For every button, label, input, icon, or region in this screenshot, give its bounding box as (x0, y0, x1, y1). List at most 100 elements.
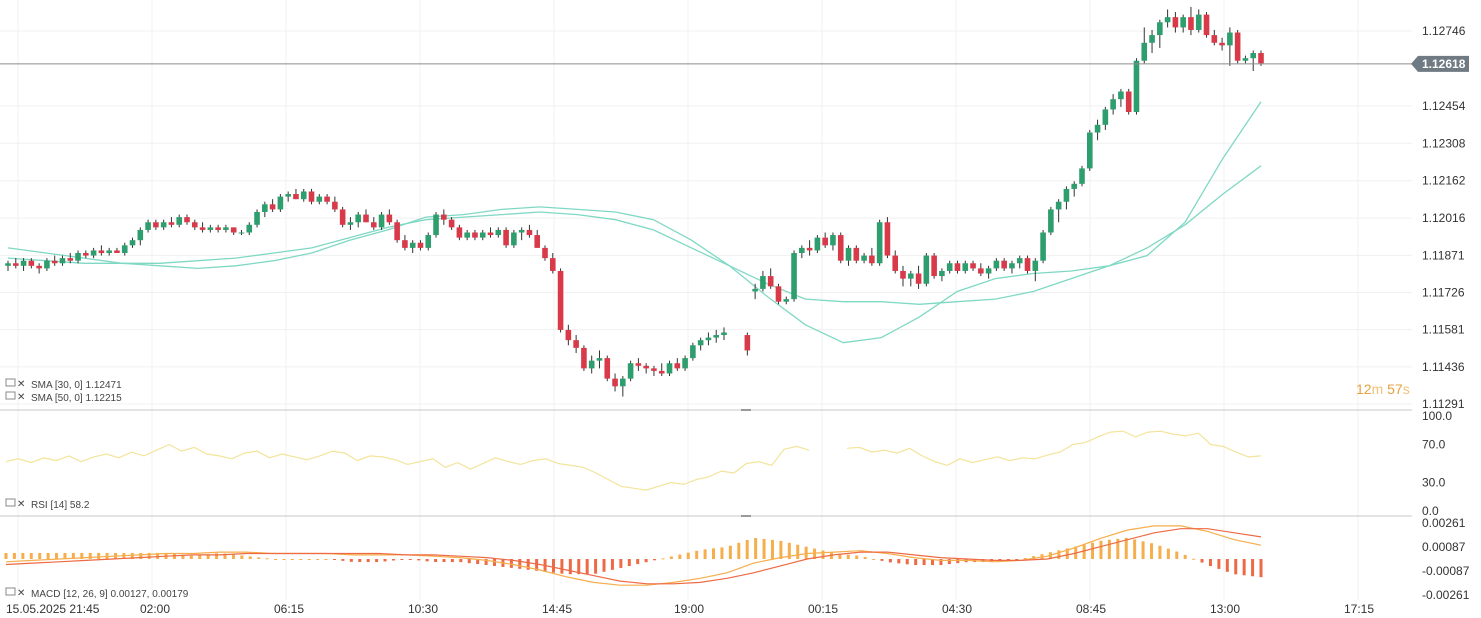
settings-icon[interactable] (5, 378, 16, 387)
macd-histogram-bar (695, 550, 699, 559)
candle-body (1227, 32, 1233, 46)
macd-histogram-bar (594, 559, 598, 574)
candle (1079, 165, 1085, 187)
candle (682, 355, 688, 371)
price-tick-label: 1.11581 (1422, 323, 1465, 337)
macd-histogram-bar (434, 559, 438, 563)
macd-histogram-bar (619, 559, 623, 568)
candle (565, 324, 572, 346)
candle (993, 258, 1000, 271)
candle-body (238, 232, 245, 234)
candle (199, 222, 206, 233)
panel-resize-handle[interactable] (741, 409, 751, 411)
candle (215, 224, 221, 233)
panel-resize-handle[interactable] (741, 515, 751, 517)
macd-histogram-bar (779, 540, 783, 559)
candle (783, 296, 790, 305)
macd-histogram-bar (653, 559, 657, 561)
settings-icon[interactable] (5, 587, 16, 596)
macd-histogram-bar (1057, 550, 1061, 559)
candle (1024, 255, 1031, 274)
close-icon[interactable]: ✕ (17, 499, 25, 510)
candle (363, 209, 369, 223)
candle-body (939, 270, 945, 277)
price-tick-label: 1.12162 (1422, 174, 1466, 188)
price-tick-label: 1.12308 (1422, 136, 1466, 150)
macd-histogram-bar (644, 559, 648, 563)
candle-body (487, 232, 494, 236)
candle (837, 232, 844, 264)
macd-histogram-bar (1124, 537, 1128, 559)
candle-body (277, 196, 284, 210)
time-tick-label: 14:45 (542, 602, 572, 616)
candle-body (347, 222, 354, 225)
candles (5, 6, 1264, 397)
macd-histogram-bar (1166, 548, 1170, 559)
candle-body (332, 201, 338, 210)
candle-body (191, 222, 198, 228)
candle-body (978, 268, 984, 274)
candle-body (674, 363, 681, 369)
macd-histogram-bar (678, 554, 682, 559)
macd-histogram-bar (526, 559, 530, 570)
candle-body (767, 276, 774, 287)
macd-histogram-bar (307, 559, 311, 560)
macd-line (5, 525, 1262, 586)
candle (923, 253, 930, 287)
rsi-legend[interactable]: ✕ RSI [14] 58.2 (5, 498, 90, 511)
candle-body (1211, 35, 1218, 43)
candle-body (931, 255, 937, 277)
candle-body (1016, 258, 1023, 264)
candle (978, 263, 984, 277)
close-icon[interactable]: ✕ (17, 392, 25, 403)
sma50-legend[interactable]: ✕ SMA [50, 0] 1.12215 (5, 391, 122, 404)
candle-body (588, 360, 595, 369)
macd-histogram-bar (1192, 558, 1196, 560)
close-icon[interactable]: ✕ (17, 379, 25, 390)
sma30-legend[interactable]: ✕ SMA [30, 0] 1.12471 (5, 378, 122, 391)
settings-icon[interactable] (5, 498, 16, 507)
candle-body (581, 347, 587, 369)
settings-icon[interactable] (5, 391, 16, 400)
candle-body (316, 196, 323, 202)
candle-body (44, 260, 50, 269)
candle (775, 283, 782, 305)
candle-body (1172, 17, 1179, 28)
current-price-badge: 1.12618 (1411, 55, 1469, 72)
macd-histogram-bar (88, 552, 92, 559)
candle-body (845, 247, 852, 261)
candle (191, 219, 198, 230)
time-tick-label: 04:30 (942, 602, 972, 616)
candle-body (1219, 42, 1225, 46)
macd-tick-label: -0.00261 (1422, 588, 1470, 602)
candle (1172, 12, 1179, 33)
candle (931, 253, 937, 279)
macd-histogram-bar (29, 552, 33, 559)
macd-histogram-bar (332, 559, 336, 560)
candle (915, 265, 922, 289)
candle (223, 224, 229, 233)
rsi-panel (5, 430, 1262, 491)
macd-histogram-bar (947, 559, 951, 565)
candle (1055, 199, 1062, 223)
candle (316, 194, 323, 205)
candle-body (557, 270, 564, 330)
candle (588, 355, 595, 374)
macd-histogram-bar (181, 554, 185, 559)
candle (939, 268, 945, 282)
candle (464, 229, 470, 241)
close-icon[interactable]: ✕ (17, 588, 25, 599)
macd-histogram-bar (1082, 544, 1086, 559)
candle (721, 327, 727, 341)
candle (1149, 29, 1155, 54)
macd-legend[interactable]: ✕ MACD [12, 26, 9] 0.00127, 0.00179 (5, 587, 189, 600)
candle-body (775, 286, 782, 302)
candle-body (1164, 17, 1171, 23)
candle (744, 332, 751, 356)
candle (168, 217, 175, 228)
macd-histogram-bar (391, 559, 395, 561)
candle (472, 229, 478, 241)
macd-histogram-bar (172, 553, 176, 559)
candle-body (106, 250, 112, 254)
